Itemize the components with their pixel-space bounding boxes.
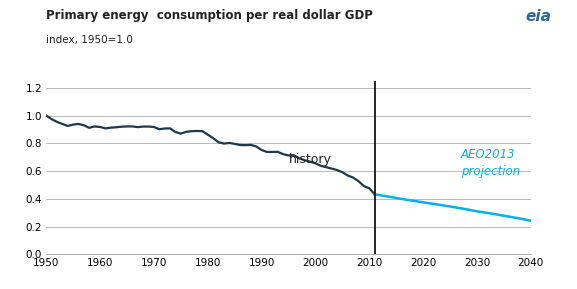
- Text: Primary energy  consumption per real dollar GDP: Primary energy consumption per real doll…: [46, 9, 373, 22]
- Text: index, 1950=1.0: index, 1950=1.0: [46, 35, 133, 45]
- Text: AEO2013
projection: AEO2013 projection: [461, 148, 520, 178]
- Text: history: history: [288, 153, 331, 166]
- Text: eia: eia: [525, 9, 551, 24]
